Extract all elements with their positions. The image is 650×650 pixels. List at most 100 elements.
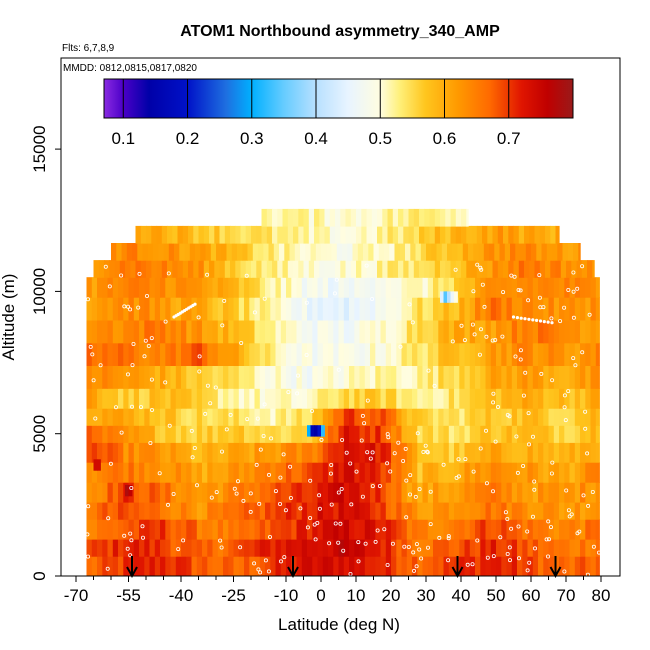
heatmap-cell: [534, 260, 541, 278]
heatmap-cell: [340, 225, 347, 244]
heatmap-cell: [391, 342, 397, 366]
heatmap-cell: [259, 388, 266, 409]
sample-point: [308, 516, 313, 521]
sample-point: [396, 440, 401, 445]
heatmap-cell: [368, 243, 375, 261]
heatmap-cell: [412, 297, 418, 321]
heatmap-cell: [170, 539, 177, 557]
heatmap-cell: [328, 539, 334, 557]
heatmap-cell: [259, 502, 266, 520]
sample-point: [148, 440, 153, 445]
heatmap-cell: [296, 388, 303, 409]
heatmap-cell: [448, 297, 455, 321]
sample-point: [105, 566, 110, 571]
heatmap-cell: [317, 425, 322, 437]
heatmap-cell: [391, 425, 397, 443]
heatmap-cell: [574, 462, 581, 483]
heatmap-cell: [160, 342, 166, 366]
heatmap-cell: [139, 365, 145, 389]
heatmap-cell: [128, 342, 135, 366]
heatmap-cell: [443, 291, 448, 303]
heatmap-cell: [422, 556, 429, 576]
sample-point: [475, 262, 480, 267]
heatmap-cell: [443, 277, 450, 298]
heatmap-cell: [91, 425, 98, 443]
heatmap-cell: [375, 482, 382, 503]
heatmap-cell: [86, 462, 93, 483]
heatmap-cell: [375, 502, 382, 520]
x-tick-label: -55: [116, 586, 141, 605]
sample-point: [238, 545, 243, 550]
heatmap-cell: [312, 342, 319, 366]
heatmap-cell: [118, 556, 124, 576]
x-tick-label: 50: [487, 586, 506, 605]
heatmap-cell: [396, 425, 403, 443]
heatmap-cell: [548, 319, 555, 344]
heatmap-cell: [107, 408, 114, 426]
heatmap-cell: [123, 297, 130, 321]
heatmap-cell: [102, 539, 109, 557]
heatmap-cell: [553, 442, 560, 463]
heatmap-cell: [343, 442, 350, 463]
heatmap-cell: [422, 319, 429, 344]
sample-point: [544, 537, 549, 542]
heatmap-cell: [231, 243, 238, 261]
heatmap-cell: [522, 442, 529, 463]
heatmap-cell: [469, 482, 476, 503]
heatmap-cell: [307, 365, 313, 389]
heatmap-cell: [160, 502, 166, 520]
heatmap-cell: [385, 502, 392, 520]
heatmap-cell: [522, 539, 529, 557]
heatmap-cell: [275, 365, 282, 389]
heatmap-cell: [595, 388, 600, 409]
sample-point: [518, 357, 523, 362]
heatmap-cell: [564, 556, 571, 576]
heatmap-cell: [223, 408, 229, 426]
heatmap-cell: [354, 342, 361, 366]
heatmap-cell: [249, 319, 256, 344]
heatmap-cell: [364, 277, 371, 298]
heatmap-cell: [338, 462, 345, 483]
heatmap-cell: [464, 319, 471, 344]
heatmap-cell: [480, 342, 487, 366]
heatmap-cell: [559, 297, 565, 321]
heatmap-cell: [569, 365, 576, 389]
heatmap-cell: [275, 408, 282, 426]
sample-point: [252, 561, 257, 566]
heatmap-cell: [532, 425, 539, 443]
heatmap-cell: [118, 442, 124, 463]
heatmap-cell: [312, 539, 319, 557]
heatmap-cell: [590, 425, 597, 443]
sample-point: [417, 547, 422, 552]
heatmap-cell: [319, 208, 326, 227]
heatmap-cell: [354, 519, 361, 540]
heatmap-cell: [590, 539, 597, 557]
heatmap-cell: [196, 539, 203, 557]
heatmap-cell: [179, 243, 186, 261]
sample-point: [392, 451, 397, 456]
sample-point: [312, 522, 317, 527]
sample-point: [538, 319, 543, 323]
heatmap-cell: [154, 342, 161, 366]
heatmap-cell: [580, 462, 586, 483]
heatmap-cell: [590, 502, 597, 520]
heatmap-cell: [132, 243, 138, 261]
heatmap-cell: [123, 388, 130, 409]
x-tick-label: -40: [169, 586, 194, 605]
heatmap-cell: [270, 462, 277, 483]
heatmap-cell: [223, 482, 229, 503]
sample-point: [327, 541, 332, 546]
heatmap-cell: [370, 556, 376, 576]
sample-point: [263, 558, 268, 563]
heatmap-cell: [480, 388, 487, 409]
sample-point: [547, 537, 552, 542]
heatmap-cell: [144, 319, 151, 344]
heatmap-cell: [212, 277, 219, 298]
heatmap-cell: [97, 442, 103, 463]
heatmap-cell: [541, 243, 548, 261]
sample-point: [562, 405, 567, 410]
heatmap-cell: [527, 556, 534, 576]
heatmap-cells: [86, 208, 600, 576]
heatmap-cell: [207, 342, 214, 366]
profile-arrows: [126, 556, 562, 579]
